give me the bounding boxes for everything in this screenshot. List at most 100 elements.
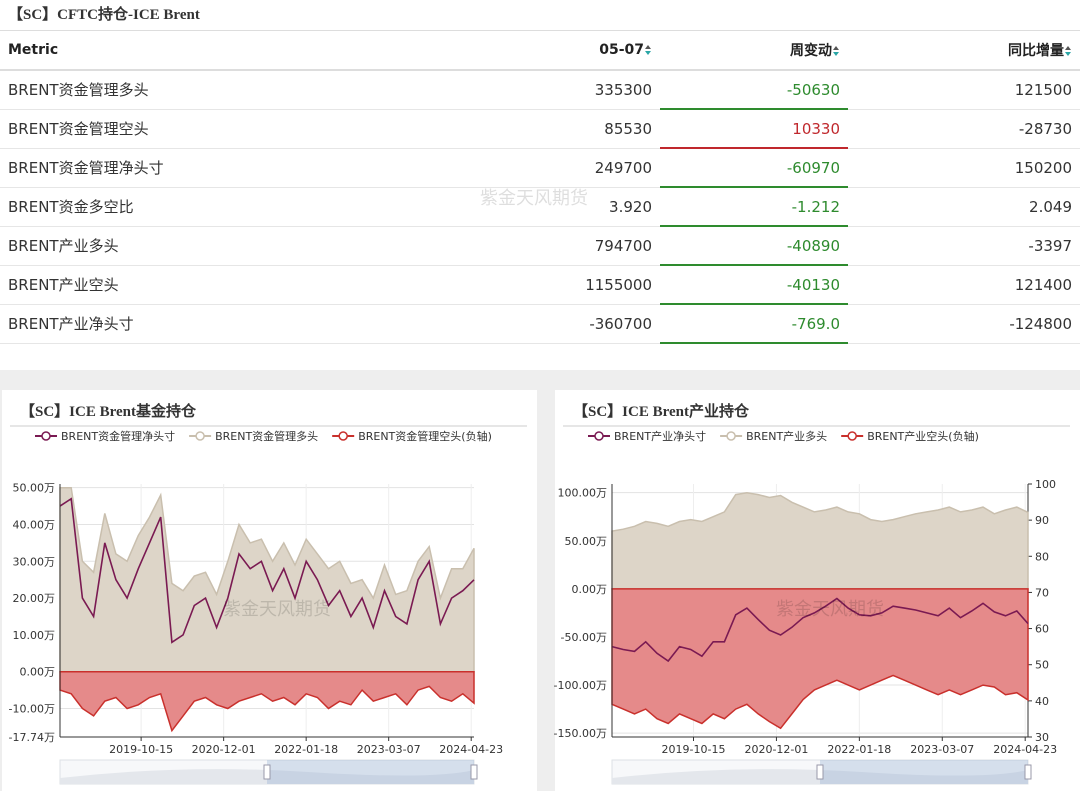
header-text: Metric bbox=[8, 42, 59, 58]
x-tick-label: 2020-12-01 bbox=[192, 743, 256, 756]
table-row: BRENT产业空头 1155000 -40130 121400 bbox=[0, 265, 1080, 305]
area bbox=[59, 670, 475, 733]
header-text: 同比增量 bbox=[1008, 43, 1064, 59]
table-cell: 1155000 bbox=[470, 265, 660, 305]
legend-icon bbox=[726, 431, 736, 441]
table-cell: 10330 bbox=[660, 109, 848, 149]
line bbox=[611, 597, 1029, 663]
y-tick-label: -150.00万 bbox=[554, 727, 607, 740]
table-cell: -769.0 bbox=[660, 304, 848, 344]
table-cell: -60970 bbox=[660, 148, 848, 188]
chart-panel bbox=[2, 390, 537, 791]
zoom-window bbox=[820, 760, 1028, 784]
legend-label: BRENT资金管理净头寸 bbox=[61, 429, 175, 443]
sort-icon[interactable] bbox=[832, 45, 840, 57]
y-tick-label: -50.00万 bbox=[561, 631, 607, 644]
y2-tick-label: 100 bbox=[1035, 478, 1056, 491]
line bbox=[59, 497, 475, 644]
zoom-window bbox=[267, 760, 474, 784]
table-cell: -28730 bbox=[848, 109, 1080, 149]
zoom-handle[interactable] bbox=[816, 764, 824, 780]
table-cell: -360700 bbox=[470, 304, 660, 344]
y-tick-label: 50.00万 bbox=[565, 535, 608, 548]
table-row: BRENT产业多头 794700 -40890 -3397 bbox=[0, 226, 1080, 266]
header-text: 05-07 bbox=[599, 42, 644, 58]
y-tick-label: -100.00万 bbox=[554, 679, 607, 692]
y2-tick-label: 90 bbox=[1035, 514, 1049, 527]
table-row: BRENT资金多空比 3.920 -1.212 2.049 bbox=[0, 187, 1080, 227]
table-cell: -40130 bbox=[660, 265, 848, 305]
watermark: 紫金天风期货 bbox=[480, 188, 588, 209]
table-cell: BRENT资金管理空头 bbox=[0, 109, 470, 149]
table-cell: BRENT资金多空比 bbox=[0, 187, 470, 227]
table-cell: -1.212 bbox=[660, 187, 848, 227]
x-tick-label: 2019-10-15 bbox=[662, 743, 726, 756]
y-tick-label: 20.00万 bbox=[13, 592, 56, 605]
area bbox=[59, 486, 475, 673]
legend-icon bbox=[594, 431, 604, 441]
legend-label: BRENT产业净头寸 bbox=[614, 429, 706, 443]
table-row: BRENT资金管理净头寸 249700 -60970 150200 bbox=[0, 148, 1080, 188]
table-cell: -3397 bbox=[848, 226, 1080, 266]
table-cell: BRENT资金管理净头寸 bbox=[0, 148, 470, 188]
area bbox=[611, 588, 1029, 730]
header-cell[interactable]: 周变动 bbox=[660, 31, 848, 71]
table-cell: BRENT产业空头 bbox=[0, 265, 470, 305]
y2-tick-label: 70 bbox=[1035, 586, 1049, 599]
table-cell: -50630 bbox=[660, 70, 848, 110]
y2-tick-label: 80 bbox=[1035, 550, 1049, 563]
legend-icon bbox=[847, 431, 857, 441]
chart-panel bbox=[555, 390, 1080, 791]
table-cell: 150200 bbox=[848, 148, 1080, 188]
x-tick-label: 2023-03-07 bbox=[357, 743, 421, 756]
table-cell: -40890 bbox=[660, 226, 848, 266]
legend-icon bbox=[41, 431, 51, 441]
table-row: BRENT产业净头寸 -360700 -769.0 -124800 bbox=[0, 304, 1080, 344]
x-tick-label: 2020-12-01 bbox=[744, 743, 808, 756]
table-cell: 249700 bbox=[470, 148, 660, 188]
x-tick-label: 2024-04-23 bbox=[993, 743, 1057, 756]
y-tick-label: -10.00万 bbox=[9, 703, 55, 716]
watermark: 紫金天风期货 bbox=[223, 599, 331, 620]
table-title: 【SC】CFTC持仓-ICE Brent bbox=[0, 0, 1080, 31]
sort-icon[interactable] bbox=[1064, 45, 1072, 57]
legend-label: BRENT产业空头(负轴) bbox=[867, 429, 979, 443]
table-cell: 794700 bbox=[470, 226, 660, 266]
x-tick-label: 2022-01-18 bbox=[274, 743, 338, 756]
zoom-preview bbox=[60, 769, 474, 784]
area bbox=[611, 491, 1029, 590]
table-cell: -124800 bbox=[848, 304, 1080, 344]
table-row: BRENT资金管理空头 85530 10330 -28730 bbox=[0, 109, 1080, 149]
zoom-slider bbox=[611, 759, 1029, 785]
table-cell: 121500 bbox=[848, 70, 1080, 110]
header-row: Metric 05-07 周变动 同比增量 bbox=[0, 31, 1080, 71]
legend-label: BRENT产业多头 bbox=[746, 429, 827, 443]
watermark: 紫金天风期货 bbox=[776, 599, 884, 620]
zoom-handle[interactable] bbox=[263, 764, 271, 780]
header-cell[interactable]: 05-07 bbox=[470, 31, 660, 71]
x-tick-label: 2019-10-15 bbox=[109, 743, 173, 756]
y-tick-label: 100.00万 bbox=[558, 487, 608, 500]
header-cell: Metric bbox=[0, 31, 470, 71]
legend-label: BRENT资金管理多头 bbox=[215, 429, 318, 443]
y2-tick-label: 30 bbox=[1035, 731, 1049, 744]
chart-title: 【SC】ICE Brent产业持仓 bbox=[573, 402, 750, 420]
table: Metric 05-07 周变动 同比增量 BRENT资金管理多头 335300-… bbox=[0, 31, 1080, 344]
y-tick-label: -17.74万 bbox=[9, 731, 55, 744]
header-text: 周变动 bbox=[790, 43, 832, 59]
y-tick-label: 10.00万 bbox=[13, 629, 56, 642]
table-panel: 【SC】CFTC持仓-ICE Brent Metric 05-07 周变动 同比… bbox=[0, 0, 1080, 370]
zoom-handle[interactable] bbox=[1024, 764, 1032, 780]
y-tick-label: 40.00万 bbox=[13, 518, 56, 531]
table-cell: BRENT产业净头寸 bbox=[0, 304, 470, 344]
zoom-slider bbox=[59, 759, 475, 785]
table-cell: BRENT产业多头 bbox=[0, 226, 470, 266]
header-cell[interactable]: 同比增量 bbox=[848, 31, 1080, 71]
zoom-handle[interactable] bbox=[470, 764, 478, 780]
y-tick-label: 30.00万 bbox=[13, 555, 56, 568]
table-row: BRENT资金管理多头 335300 -50630 121500 bbox=[0, 70, 1080, 110]
table-cell: 3.920 bbox=[470, 187, 660, 227]
sort-icon[interactable] bbox=[644, 44, 652, 56]
table-cell: 2.049 bbox=[848, 187, 1080, 227]
